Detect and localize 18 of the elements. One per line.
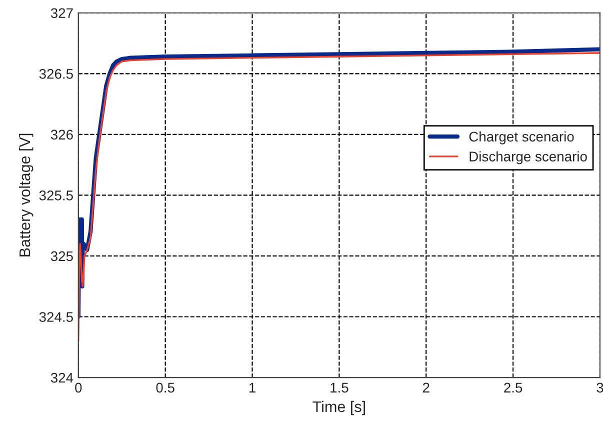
x-tick-label: 0.5 <box>156 382 174 393</box>
y-tick-label: 324 <box>50 372 74 383</box>
y-tick-label: 326 <box>50 130 73 140</box>
x-tick-label: 1.5 <box>330 382 348 393</box>
y-tick-label: 327 <box>50 8 73 18</box>
y-tick-label: 326.5 <box>39 68 73 79</box>
y-tick-label: 325 <box>50 251 73 262</box>
legend-label: Discharge scenario <box>470 151 587 164</box>
x-tick-label: 0 <box>75 382 82 393</box>
x-tick-label: 3 <box>596 382 603 393</box>
y-tick-label: 324.5 <box>39 312 73 322</box>
x-tick-label: 2 <box>422 382 430 392</box>
x-tick-label: 1 <box>249 382 256 392</box>
x-axis-title: Time [s] <box>312 400 365 416</box>
y-tick-label: 325.5 <box>39 190 73 200</box>
y-axis-title: Battery voltage [V] <box>18 134 34 256</box>
x-tick-label: 2.5 <box>504 382 522 393</box>
legend-label: Charget scenario <box>469 131 574 144</box>
